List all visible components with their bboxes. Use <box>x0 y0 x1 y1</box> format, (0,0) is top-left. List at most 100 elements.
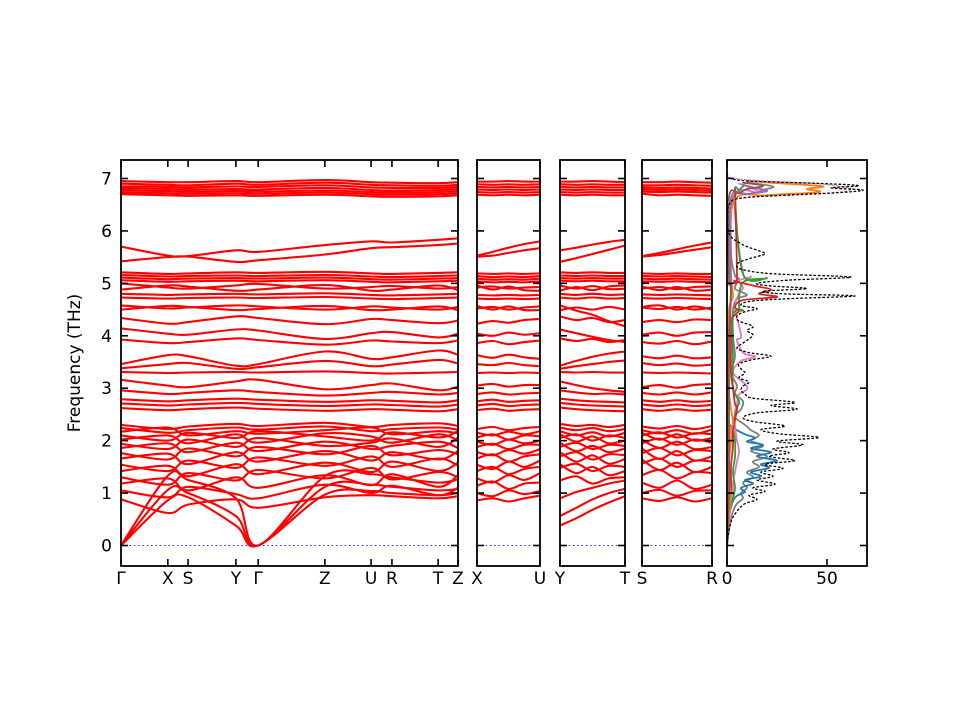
x-tick-label: X <box>162 569 174 589</box>
phonon-band-curve <box>477 280 540 284</box>
phonon-band-curve <box>560 185 625 189</box>
phonon-band-curve <box>642 272 712 275</box>
phonon-band-curve <box>560 495 625 527</box>
phonon-band-curve <box>642 246 712 258</box>
phonon-band-curve <box>121 191 458 196</box>
phonon-band-curve <box>642 479 712 490</box>
x-tick-label: U <box>365 569 377 589</box>
phonon-band-curve <box>560 271 625 274</box>
phonon-band-curve <box>121 469 458 547</box>
phonon-band-curve <box>121 480 458 548</box>
phonon-band-curve <box>121 494 458 515</box>
phonon-band-curve <box>477 382 540 388</box>
phonon-band-curve <box>642 296 712 301</box>
phonon-band-curve <box>560 359 625 370</box>
phonon-band-curve <box>121 193 458 198</box>
phonon-band-curve <box>121 389 458 397</box>
panel-frame-dos <box>726 159 868 567</box>
band-panel-main <box>121 179 458 548</box>
x-tick-label: S <box>183 569 194 589</box>
phonon-band-curve <box>121 358 458 371</box>
phonon-band-curve <box>477 293 540 297</box>
phonon-band-curve <box>560 284 625 292</box>
phonon-band-curve <box>121 430 458 442</box>
phonon-band-curve <box>642 371 712 375</box>
phonon-band-curve <box>560 296 625 300</box>
panel-frame-Y-T <box>559 159 626 567</box>
phonon-band-curve <box>477 240 540 257</box>
dos-curve-pdos-brown <box>727 181 764 547</box>
phonon-band-curve <box>477 188 540 192</box>
phonon-band-curve <box>560 462 625 473</box>
band-panel-S-R <box>642 180 712 547</box>
phonon-band-curve <box>121 279 458 284</box>
dos-panel <box>727 173 864 547</box>
phonon-band-curve <box>642 180 712 184</box>
phonon-band-curve <box>560 401 625 408</box>
phonon-band-curve <box>477 391 540 396</box>
phonon-band-curve <box>642 192 712 197</box>
phonon-band-curve <box>477 407 540 412</box>
phonon-band-curve <box>121 292 458 297</box>
x-tick-label: T <box>432 569 444 589</box>
phonon-band-curve <box>642 183 712 187</box>
phonon-band-curve <box>121 315 458 326</box>
phonon-band-curve <box>477 274 540 279</box>
phonon-band-curve <box>560 451 625 465</box>
phonon-band-curve <box>642 186 712 190</box>
phonon-band-curve <box>642 399 712 403</box>
phonon-band-curve <box>477 480 540 490</box>
phonon-band-curve <box>121 397 458 404</box>
phonon-band-curve <box>477 361 540 368</box>
phonon-band-curve <box>642 437 712 446</box>
phonon-band-curve <box>560 238 625 252</box>
phonon-band-curve <box>560 191 625 194</box>
phonon-band-curve <box>477 247 540 258</box>
phonon-band-curve <box>121 181 458 187</box>
phonon-band-curve <box>560 475 625 485</box>
phonon-band-curve <box>642 339 712 346</box>
phonon-band-curve <box>560 397 625 404</box>
phonon-band-curve <box>477 331 540 337</box>
phonon-band-curve <box>121 406 458 413</box>
phonon-band-curve <box>477 191 540 194</box>
y-tick-label: 0 <box>101 537 112 557</box>
phonon-band-curve <box>121 455 458 473</box>
phonon-band-curve <box>642 403 712 408</box>
phonon-band-curve <box>642 408 712 412</box>
phonon-band-curve <box>642 274 712 279</box>
phonon-band-curve <box>121 186 458 192</box>
phonon-band-curve <box>642 382 712 389</box>
phonon-band-curve <box>560 389 625 396</box>
phonon-band-curve <box>560 193 625 197</box>
phonon-band-curve <box>121 179 458 185</box>
phonon-band-curve <box>121 378 458 392</box>
phonon-band-curve <box>642 304 712 311</box>
phonon-band-curve <box>477 402 540 408</box>
dos-curve-dos-total <box>727 173 864 547</box>
phonon-band-curve <box>121 421 458 431</box>
phonon-band-curve <box>477 193 540 197</box>
phonon-band-curve <box>477 304 540 312</box>
phonon-band-curve <box>121 276 458 281</box>
phonon-band-curve <box>642 496 712 503</box>
phonon-band-curve <box>642 285 712 292</box>
phonon-band-curve <box>642 361 712 367</box>
y-tick-label: 2 <box>101 432 112 452</box>
phonon-band-curve <box>121 273 458 279</box>
phonon-band-curve <box>121 466 458 486</box>
x-tick-label: T <box>619 569 631 589</box>
x-tick-label: 50 <box>816 569 838 589</box>
x-tick-label: Y <box>230 569 242 589</box>
phonon-band-curve <box>642 457 712 468</box>
phonon-band-curve <box>642 285 712 291</box>
phonon-band-curve <box>477 398 540 403</box>
phonon-band-curve <box>560 451 625 461</box>
phonon-band-curve <box>560 441 625 451</box>
phonon-band-curve <box>560 277 625 280</box>
phonon-band-curve <box>560 279 625 283</box>
phonon-band-curve <box>642 188 712 192</box>
phonon-band-curve <box>560 183 625 186</box>
panel-frame-main <box>120 159 459 567</box>
